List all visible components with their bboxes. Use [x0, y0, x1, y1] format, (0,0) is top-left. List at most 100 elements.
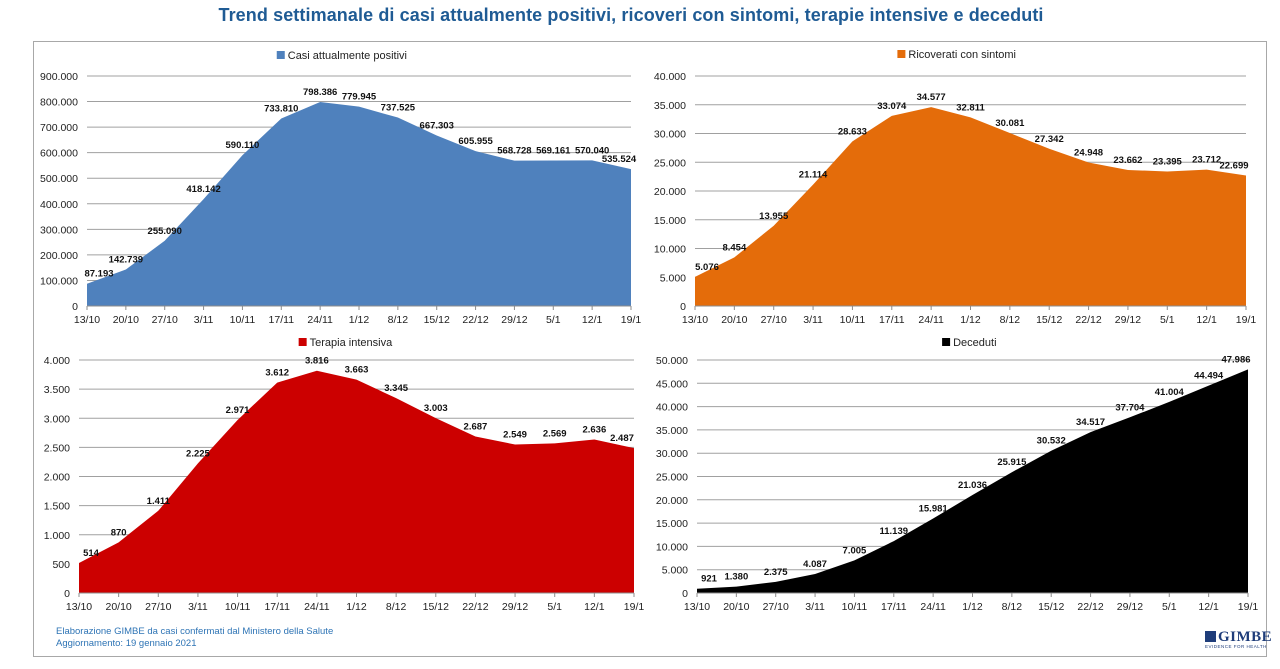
- data-label: 2.569: [543, 428, 567, 439]
- x-tick-label: 19/1: [1238, 601, 1259, 613]
- data-label: 15.981: [919, 504, 949, 515]
- y-tick-label: 2.500: [44, 442, 70, 454]
- x-tick-label: 1/12: [960, 314, 981, 326]
- data-label: 87.193: [84, 269, 113, 280]
- y-tick-label: 3.500: [44, 384, 70, 396]
- x-tick-label: 8/12: [1000, 314, 1021, 326]
- x-tick-label: 10/11: [225, 601, 251, 613]
- x-tick-label: 13/10: [682, 314, 708, 326]
- x-tick-label: 13/10: [684, 601, 710, 613]
- data-label: 3.663: [345, 365, 369, 376]
- y-tick-label: 1.500: [44, 501, 70, 513]
- area-series-3: [697, 369, 1248, 593]
- data-label: 23.395: [1153, 156, 1183, 167]
- data-label: 2.487: [610, 433, 634, 444]
- logo-tagline: EVIDENCE FOR HEALTH: [1205, 644, 1267, 649]
- x-tick-label: 12/1: [1196, 314, 1217, 326]
- y-tick-label: 25.000: [656, 472, 688, 484]
- x-tick-label: 27/10: [145, 601, 171, 613]
- data-label: 2.549: [503, 430, 527, 441]
- data-label: 25.915: [997, 457, 1027, 468]
- x-tick-label: 24/11: [920, 601, 946, 613]
- y-tick-label: 2.000: [44, 472, 70, 484]
- x-tick-label: 5/1: [1160, 314, 1175, 326]
- data-label: 13.955: [759, 211, 789, 222]
- legend-label: Ricoverati con sintomi: [908, 49, 1016, 61]
- y-tick-label: 100.000: [40, 275, 78, 287]
- logo-mark-icon: [1205, 631, 1216, 642]
- x-tick-label: 10/11: [230, 314, 256, 326]
- data-label: 23.662: [1113, 155, 1142, 166]
- y-tick-label: 0: [682, 588, 688, 600]
- data-label: 34.517: [1076, 417, 1105, 428]
- y-tick-label: 35.000: [656, 425, 688, 437]
- x-tick-label: 24/11: [304, 601, 330, 613]
- y-tick-label: 700.000: [40, 122, 78, 134]
- x-tick-label: 8/12: [388, 314, 409, 326]
- data-label: 1.380: [724, 572, 748, 583]
- x-tick-label: 29/12: [502, 601, 528, 613]
- data-label: 2.375: [764, 567, 788, 578]
- x-tick-label: 27/10: [152, 314, 178, 326]
- y-tick-label: 25.000: [654, 157, 686, 169]
- y-tick-label: 600.000: [40, 148, 78, 160]
- x-tick-label: 22/12: [462, 601, 488, 613]
- footer-update: Aggiornamento: 19 gennaio 2021: [56, 638, 197, 649]
- footer-note: Elaborazione GIMBE da casi confermati da…: [56, 626, 333, 650]
- x-tick-label: 24/11: [307, 314, 333, 326]
- x-tick-label: 20/10: [113, 314, 139, 326]
- data-label: 21.036: [958, 480, 987, 491]
- footer-source: Elaborazione GIMBE da casi confermati da…: [56, 626, 334, 637]
- legend-label: Terapia intensiva: [310, 337, 393, 349]
- area-series-0: [87, 101, 631, 307]
- data-label: 28.633: [838, 126, 867, 137]
- y-tick-label: 50.000: [656, 355, 688, 367]
- x-tick-label: 20/10: [106, 601, 132, 613]
- data-label: 568.728: [497, 146, 531, 157]
- data-label: 24.948: [1074, 148, 1103, 159]
- y-tick-label: 500.000: [40, 173, 78, 185]
- legend-swatch: [897, 50, 906, 58]
- y-tick-label: 35.000: [654, 100, 686, 112]
- data-label: 798.386: [303, 87, 337, 98]
- x-tick-label: 19/1: [1236, 314, 1257, 326]
- legend-swatch: [942, 338, 951, 346]
- x-tick-label: 5/1: [547, 601, 562, 613]
- x-tick-label: 13/10: [74, 314, 100, 326]
- y-tick-label: 30.000: [656, 448, 688, 460]
- x-tick-label: 3/11: [188, 601, 208, 613]
- data-label: 605.955: [458, 136, 493, 147]
- x-tick-label: 29/12: [1115, 314, 1141, 326]
- y-tick-label: 800.000: [40, 97, 78, 109]
- x-tick-label: 8/12: [386, 601, 407, 613]
- data-label: 23.712: [1192, 155, 1221, 166]
- x-tick-label: 1/12: [346, 601, 367, 613]
- data-label: 590.110: [226, 140, 260, 151]
- data-label: 11.139: [880, 526, 909, 537]
- data-label: 41.004: [1155, 387, 1185, 398]
- data-label: 418.142: [186, 184, 220, 195]
- x-tick-label: 17/11: [879, 314, 905, 326]
- data-label: 255.090: [148, 226, 182, 237]
- data-label: 21.114: [799, 170, 828, 181]
- logo-name: GIMBE: [1218, 629, 1273, 645]
- data-label: 921: [701, 574, 718, 585]
- y-tick-label: 500: [52, 559, 70, 571]
- x-tick-label: 12/1: [582, 314, 603, 326]
- x-tick-label: 3/11: [803, 314, 823, 326]
- data-label: 2.636: [582, 424, 606, 435]
- y-tick-label: 40.000: [654, 71, 686, 83]
- x-tick-label: 20/10: [721, 314, 747, 326]
- x-tick-label: 19/1: [624, 601, 645, 613]
- legend-swatch: [276, 51, 285, 59]
- data-label: 737.525: [381, 103, 416, 114]
- data-label: 569.161: [536, 146, 571, 157]
- data-label: 570.040: [575, 145, 609, 156]
- x-tick-label: 12/1: [1198, 601, 1219, 613]
- area-series-2: [79, 370, 634, 593]
- x-tick-label: 17/11: [264, 601, 290, 613]
- area-series-1: [695, 107, 1246, 306]
- data-label: 667.303: [420, 120, 454, 131]
- y-tick-label: 10.000: [654, 244, 686, 256]
